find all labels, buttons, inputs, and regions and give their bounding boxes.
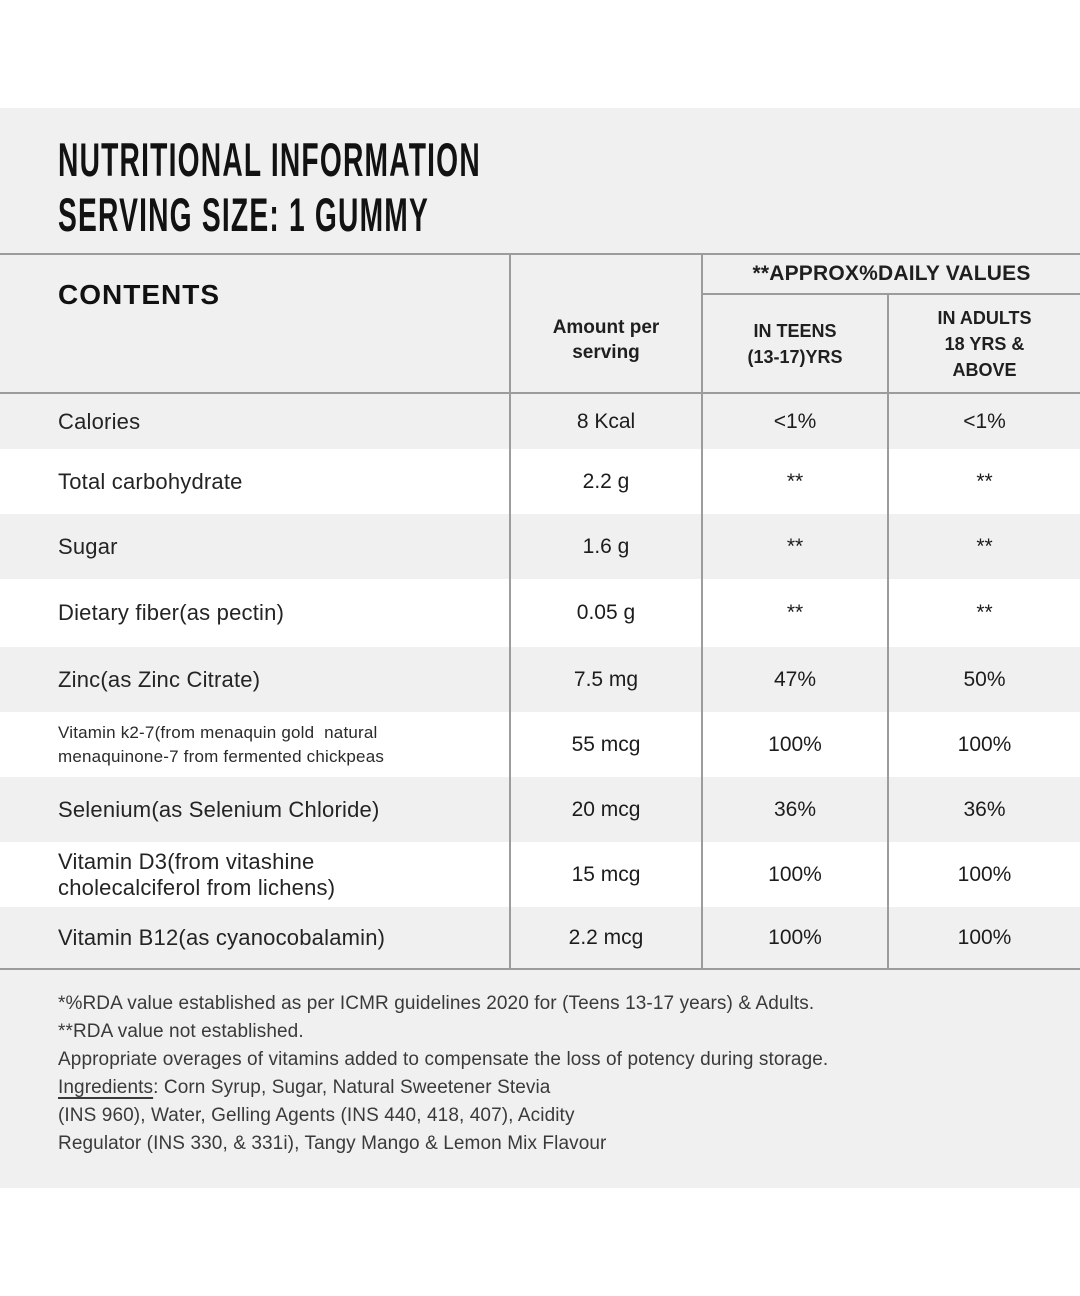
row-label: Zinc(as Zinc Citrate): [0, 647, 511, 712]
top-whitespace: [0, 0, 1080, 108]
table-row: Selenium(as Selenium Chloride) 20 mcg 36…: [0, 777, 1080, 842]
teens-value: **: [703, 514, 889, 579]
table-row: Calories 8 Kcal <1% <1%: [0, 394, 1080, 449]
teens-value: 36%: [703, 777, 889, 842]
row-label: Dietary fiber(as pectin): [0, 579, 511, 647]
page-title: NUTRITIONAL INFORMATION SERVING SIZE: 1 …: [58, 132, 671, 242]
row-label: Calories: [0, 394, 511, 449]
table-row: Vitamin B12(as cyanocobalamin) 2.2 mcg 1…: [0, 907, 1080, 968]
daily-values-header-cell: **APPROX%DAILY VALUES: [703, 255, 1080, 295]
teens-value: 100%: [703, 712, 889, 777]
row-label: Vitamin k2-7(from menaquin gold natural …: [0, 712, 511, 777]
ingredients-text: : Corn Syrup, Sugar, Natural Sweetener S…: [153, 1077, 551, 1098]
amount-value: 20 mcg: [511, 777, 703, 842]
daily-values-header-group: **APPROX%DAILY VALUES IN TEENS (13-17)YR…: [703, 255, 1080, 392]
teens-value: 100%: [703, 907, 889, 968]
amount-value: 2.2 g: [511, 449, 703, 514]
ingredients-label: Ingredients: [58, 1077, 154, 1098]
ingredients-line-3: Regulator (INS 330, & 331i), Tangy Mango…: [58, 1133, 607, 1154]
adults-header-line: ABOVE: [952, 359, 1017, 380]
teens-header-cell: IN TEENS (13-17)YRS: [703, 295, 889, 392]
rda-note-2: **RDA value not established.: [58, 1021, 304, 1042]
teens-value: **: [703, 449, 889, 514]
adults-value: 100%: [957, 925, 1012, 949]
row-label: Vitamin B12(as cyanocobalamin): [0, 907, 511, 968]
contents-header-cell: CONTENTS: [0, 255, 511, 392]
ingredients-line-2: (INS 960), Water, Gelling Agents (INS 44…: [58, 1105, 575, 1126]
amount-header-cell: Amount per serving: [511, 255, 703, 392]
adults-header-line: 18 YRS &: [944, 333, 1025, 354]
daily-values-subcolumns: IN TEENS (13-17)YRS IN ADULTS 18 YRS & A…: [703, 295, 1080, 392]
table-header: CONTENTS Amount per serving **APPROX%DAI…: [0, 255, 1080, 394]
amount-value: 15 mcg: [511, 842, 703, 907]
footnotes-section: *%RDA value established as per ICMR guid…: [0, 970, 1080, 1188]
amount-value: 1.6 g: [511, 514, 703, 579]
teens-header-line: IN TEENS: [753, 320, 837, 341]
adults-header-line: IN ADULTS: [937, 307, 1032, 328]
adults-value: 50%: [963, 667, 1006, 691]
adults-value: <1%: [963, 409, 1006, 433]
teens-header-line: (13-17)YRS: [747, 346, 843, 367]
amount-value: 2.2 mcg: [511, 907, 703, 968]
adults-value: 100%: [957, 732, 1012, 756]
ingredients-line-1: Ingredients: Corn Syrup, Sugar, Natural …: [58, 1074, 1030, 1102]
teens-value: 47%: [703, 647, 889, 712]
row-label: Vitamin D3(from vitashine cholecalcifero…: [0, 842, 511, 907]
row-label: Sugar: [0, 514, 511, 579]
table-row: Total carbohydrate 2.2 g ** **: [0, 449, 1080, 514]
contents-header-label: CONTENTS: [58, 279, 220, 310]
teens-value: **: [703, 579, 889, 647]
amount-value: 0.05 g: [511, 579, 703, 647]
overage-note: Appropriate overages of vitamins added t…: [58, 1049, 829, 1070]
table-row: Vitamin k2-7(from menaquin gold natural …: [0, 712, 1080, 777]
amount-value: 55 mcg: [511, 712, 703, 777]
amount-header-line: serving: [572, 341, 640, 363]
table-row: Dietary fiber(as pectin) 0.05 g ** **: [0, 579, 1080, 647]
amount-value: 7.5 mg: [511, 647, 703, 712]
amount-value: 8 Kcal: [511, 394, 703, 449]
title-band: NUTRITIONAL INFORMATION SERVING SIZE: 1 …: [0, 108, 1080, 253]
table-row: Vitamin D3(from vitashine cholecalcifero…: [0, 842, 1080, 907]
row-label: Selenium(as Selenium Chloride): [0, 777, 511, 842]
table-body: Calories 8 Kcal <1% <1% Total carbohydra…: [0, 394, 1080, 968]
title-line-2: SERVING SIZE: 1 GUMMY: [58, 188, 429, 241]
adults-value: **: [976, 534, 993, 558]
table-row: Zinc(as Zinc Citrate) 7.5 mg 47% 50%: [0, 647, 1080, 712]
teens-value: 100%: [703, 842, 889, 907]
table-row: Sugar 1.6 g ** **: [0, 514, 1080, 579]
rda-note-1: *%RDA value established as per ICMR guid…: [58, 993, 815, 1014]
adults-header-cell: IN ADULTS 18 YRS & ABOVE: [889, 295, 1080, 392]
adults-value: **: [976, 601, 993, 624]
row-label: Total carbohydrate: [0, 449, 511, 514]
amount-header-line: Amount per: [552, 316, 660, 338]
adults-value: 100%: [957, 862, 1012, 886]
adults-value: 36%: [963, 797, 1006, 821]
title-line-1: NUTRITIONAL INFORMATION: [58, 133, 481, 186]
adults-value: **: [976, 469, 993, 493]
teens-value: <1%: [703, 394, 889, 449]
nutrition-table: CONTENTS Amount per serving **APPROX%DAI…: [0, 253, 1080, 970]
